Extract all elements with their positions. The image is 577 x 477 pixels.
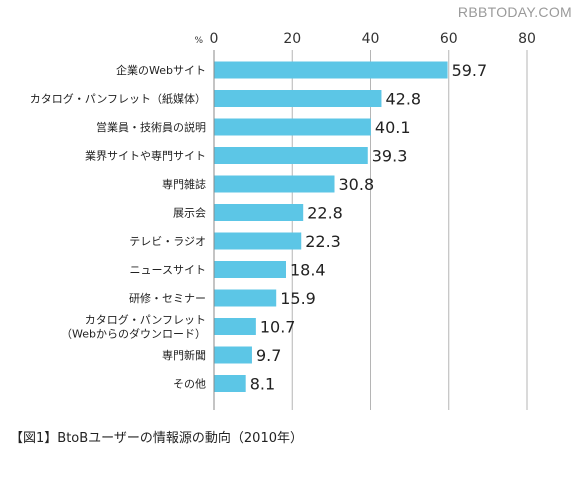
category-label: ニュースサイト <box>130 264 206 277</box>
bar-chart: 0 20 40 60 80% 59.7 企業のWebサイト 42.8 カタログ・パンフレット（紙… <box>30 31 536 410</box>
bar-value-label: 22.3 <box>305 232 341 251</box>
bar-value-label: 18.4 <box>290 261 326 280</box>
x-tick-label: 40 <box>362 31 380 47</box>
category-label: カタログ・パンフレット <box>85 313 206 327</box>
category-label: 業界サイトや専門サイト <box>85 150 206 163</box>
bar <box>214 375 246 392</box>
bar <box>214 232 302 250</box>
bar-value-label: 39.3 <box>372 147 408 166</box>
category-label: 企業のWebサイト <box>116 63 206 77</box>
bar-value-label: 59.7 <box>452 61 488 80</box>
category-label: 営業員・技術員の説明 <box>96 120 206 134</box>
category-label: カタログ・パンフレット（紙媒体） <box>30 92 206 106</box>
site-watermark: RBBTODAY.COM <box>457 4 572 20</box>
bar <box>214 90 382 107</box>
bar <box>214 261 286 278</box>
bar <box>214 289 277 307</box>
bar <box>214 346 252 364</box>
category-label: その他 <box>173 378 206 391</box>
bar-value-label: 9.7 <box>256 346 281 365</box>
bar-value-label: 22.8 <box>307 204 343 223</box>
category-label: 専門新聞 <box>162 348 206 362</box>
bar-value-label: 8.1 <box>250 375 275 394</box>
bar <box>214 204 304 221</box>
bar-value-label: 40.1 <box>375 118 411 137</box>
bar-value-label: 10.7 <box>260 318 296 337</box>
category-label: 専門雑誌 <box>162 177 206 191</box>
x-tick-label: 20 <box>283 31 301 47</box>
x-tick-label: 0 <box>210 31 219 47</box>
x-axis-unit: % <box>194 36 203 46</box>
x-tick-label: 80 <box>518 31 536 47</box>
bar <box>214 118 371 136</box>
figure-caption: 【図1】BtoBユーザーの情報源の動向（2010年） <box>10 431 303 446</box>
bar-value-label: 42.8 <box>385 90 421 109</box>
bar <box>214 61 448 79</box>
bar <box>214 318 256 335</box>
category-label: 研修・セミナー <box>129 291 206 305</box>
bar <box>214 175 335 193</box>
bar-value-label: 30.8 <box>339 175 375 194</box>
category-label: （Webからのダウンロード） <box>61 327 206 341</box>
bar <box>214 147 368 164</box>
category-label: テレビ・ラジオ <box>129 235 206 248</box>
category-label: 展示会 <box>173 207 206 220</box>
bar-value-label: 15.9 <box>280 289 316 308</box>
x-tick-label: 60 <box>440 31 458 47</box>
